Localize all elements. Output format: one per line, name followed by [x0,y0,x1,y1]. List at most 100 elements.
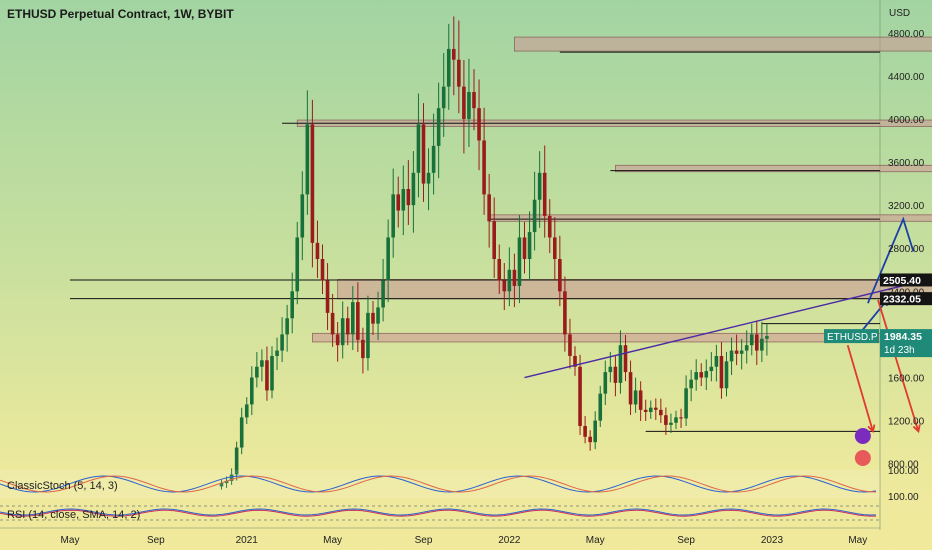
candle-body[interactable] [290,291,294,319]
candle-body[interactable] [497,259,502,281]
candle-body[interactable] [381,280,385,308]
candle-body[interactable] [749,334,754,346]
sr-zone-2[interactable] [615,164,932,173]
candle-body[interactable] [426,172,431,184]
candle-body[interactable] [744,345,749,351]
candle-body[interactable] [760,338,764,351]
sr-zone-3[interactable] [488,214,932,222]
candle-body[interactable] [573,355,577,367]
candle-body[interactable] [391,194,395,238]
candle-body[interactable] [270,355,274,391]
candle-body[interactable] [401,188,406,211]
candle-body[interactable] [563,291,567,335]
candle-body[interactable] [583,425,587,437]
candle-body[interactable] [305,124,310,195]
candle-body[interactable] [522,237,527,260]
candle-body[interactable] [325,280,330,313]
candle-body[interactable] [441,86,446,109]
candle-body[interactable] [719,355,724,389]
sr-zone-0[interactable] [514,36,932,52]
candle-body[interactable] [547,215,552,238]
candle-body[interactable] [457,59,461,87]
candle-body[interactable] [219,483,224,487]
candle-body[interactable] [739,350,744,354]
candle-body[interactable] [684,388,688,419]
candle-body[interactable] [244,404,249,418]
candle-body[interactable] [669,422,673,425]
candle-body[interactable] [315,242,320,260]
candle-body[interactable] [477,108,481,141]
arrow-up-large[interactable] [867,216,915,304]
candle-body[interactable] [659,409,663,416]
candle-body[interactable] [755,334,759,351]
candle-body[interactable] [542,172,547,216]
candle-body[interactable] [300,194,305,238]
candle-body[interactable] [224,480,229,484]
candle-body[interactable] [361,339,365,359]
candle-body[interactable] [664,415,668,425]
candle-body[interactable] [608,366,613,373]
candle-body[interactable] [250,377,254,405]
candle-body[interactable] [421,124,426,184]
candle-body[interactable] [613,366,618,383]
candle-body[interactable] [234,447,239,475]
candle-body[interactable] [729,350,734,362]
candle-body[interactable] [239,417,244,448]
candle-body[interactable] [674,417,678,423]
candle-body[interactable] [724,361,729,389]
arrow-down-small[interactable] [846,344,874,432]
candle-body[interactable] [593,420,597,443]
candle-body[interactable] [638,390,643,410]
candle-body[interactable] [462,86,466,119]
candle-body[interactable] [416,124,421,173]
candle-body[interactable] [265,360,269,391]
candle-body[interactable] [643,409,648,412]
candle-body[interactable] [527,232,532,260]
candle-body[interactable] [366,312,370,359]
candle-body[interactable] [628,372,633,405]
candle-body[interactable] [396,194,401,211]
candle-body[interactable] [694,372,698,380]
candle-body[interactable] [472,92,476,109]
candle-body[interactable] [492,221,496,260]
candle-body[interactable] [553,237,557,260]
candle-body[interactable] [598,393,603,421]
candle-body[interactable] [679,417,683,419]
candle-body[interactable] [588,436,592,443]
candle-body[interactable] [411,172,416,206]
candle-body[interactable] [335,334,340,346]
candle-body[interactable] [532,199,537,233]
candle-body[interactable] [285,318,289,335]
candle-body[interactable] [340,318,345,346]
candle-body[interactable] [386,237,390,281]
sr-zone-4[interactable] [337,279,932,300]
candle-body[interactable] [436,108,441,146]
candle-body[interactable] [734,350,739,354]
candle-body[interactable] [603,372,608,394]
candle-body[interactable] [714,355,719,367]
candle-body[interactable] [537,172,542,200]
candle-body[interactable] [275,350,279,356]
candle-body[interactable] [452,48,456,60]
candle-body[interactable] [356,302,360,340]
candle-body[interactable] [568,334,572,356]
candle-body[interactable] [371,312,375,324]
candle-body[interactable] [512,269,517,286]
candle-body[interactable] [320,259,325,281]
candle-body[interactable] [487,194,491,222]
candle-body[interactable] [482,140,486,195]
candle-body[interactable] [351,302,355,335]
rsi-indicator-label[interactable]: RSI (14, close, SMA, 14, 2) [7,509,140,521]
candle-body[interactable] [467,92,471,119]
flash-event-icon[interactable] [854,428,871,444]
candle-body[interactable] [502,280,507,292]
candle-body[interactable] [558,259,562,292]
candle-body[interactable] [330,312,335,335]
candle-body[interactable] [295,237,300,292]
candle-body[interactable] [654,407,658,410]
candle-body[interactable] [255,366,259,378]
stoch-indicator-label[interactable]: ClassicStoch (5, 14, 3) [7,480,118,492]
flag-event-icon[interactable] [854,450,871,466]
candle-body[interactable] [633,390,638,405]
